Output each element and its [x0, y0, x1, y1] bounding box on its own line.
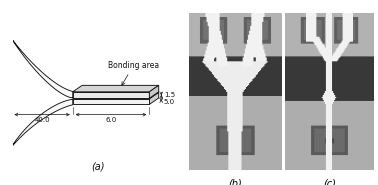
Polygon shape [1, 24, 73, 98]
Text: 6.0: 6.0 [105, 117, 117, 123]
Polygon shape [73, 92, 159, 99]
Polygon shape [73, 85, 159, 92]
Polygon shape [73, 92, 149, 98]
Text: (a): (a) [91, 162, 105, 172]
Text: Bonding area: Bonding area [108, 60, 159, 85]
Text: 1.5: 1.5 [164, 92, 175, 98]
Text: (b): (b) [228, 178, 242, 185]
Polygon shape [73, 99, 149, 104]
Polygon shape [149, 85, 159, 98]
Polygon shape [149, 92, 159, 104]
Polygon shape [1, 99, 73, 161]
Text: 5.0: 5.0 [164, 99, 175, 105]
Text: (c): (c) [323, 178, 336, 185]
Text: 40.0: 40.0 [34, 117, 50, 123]
